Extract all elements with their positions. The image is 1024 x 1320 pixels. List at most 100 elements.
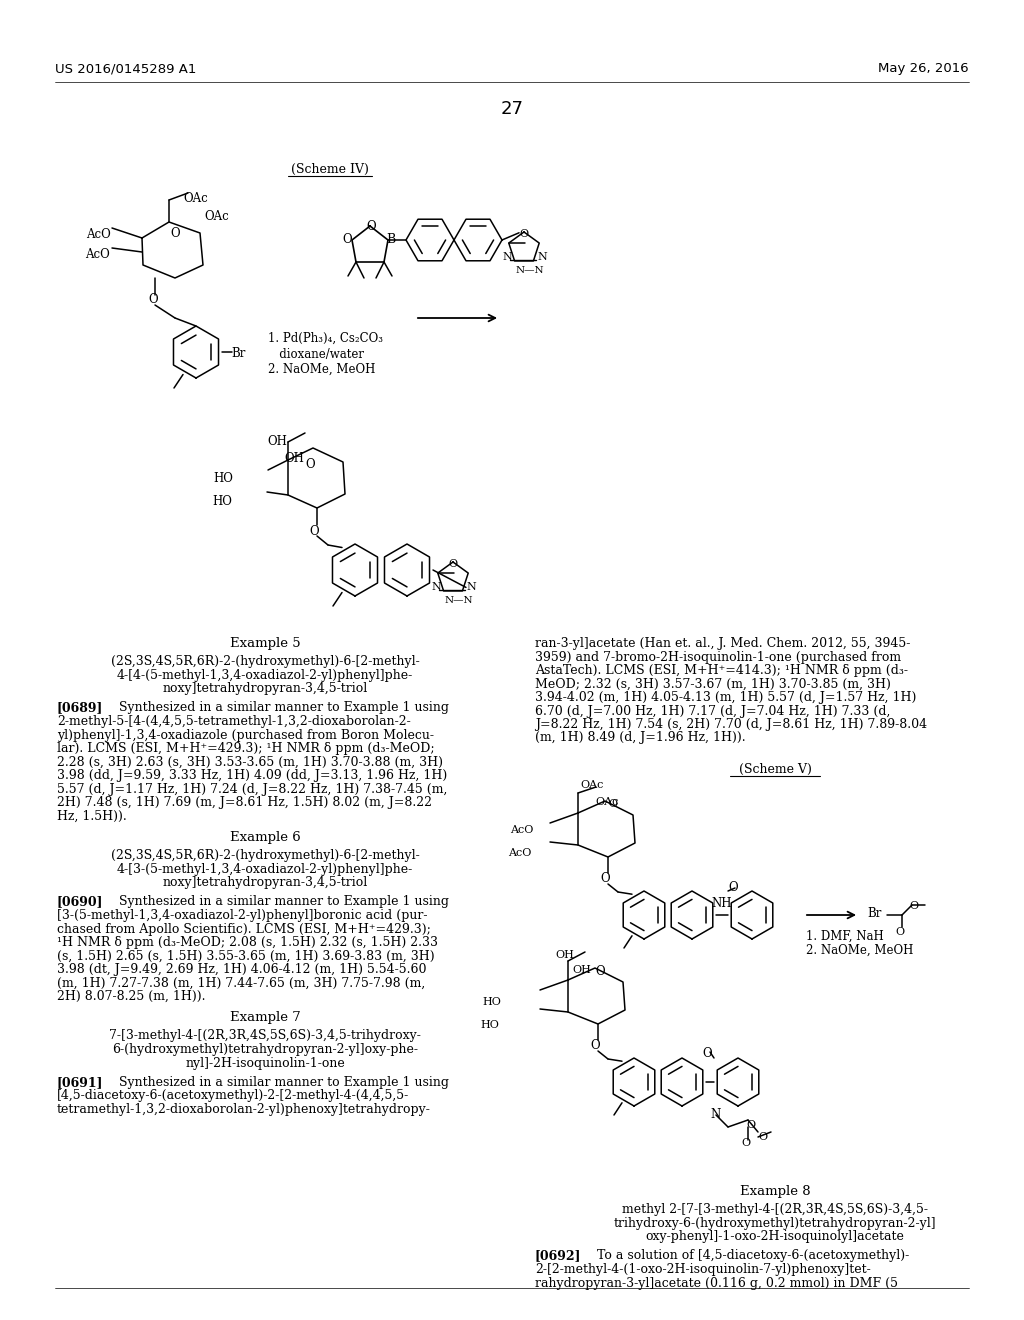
Text: noxy]tetrahydropyran-3,4,5-triol: noxy]tetrahydropyran-3,4,5-triol — [163, 682, 368, 696]
Text: (m, 1H) 7.27-7.38 (m, 1H) 7.44-7.65 (m, 3H) 7.75-7.98 (m,: (m, 1H) 7.27-7.38 (m, 1H) 7.44-7.65 (m, … — [57, 977, 425, 990]
Text: rahydropyran-3-yl]acetate (0.116 g, 0.2 mmol) in DMF (5: rahydropyran-3-yl]acetate (0.116 g, 0.2 … — [535, 1276, 898, 1290]
Text: O: O — [728, 880, 737, 894]
Text: 1. Pd(Ph₃)₄, Cs₂CO₃: 1. Pd(Ph₃)₄, Cs₂CO₃ — [268, 333, 383, 345]
Text: 2H) 8.07-8.25 (m, 1H)).: 2H) 8.07-8.25 (m, 1H)). — [57, 990, 206, 1003]
Text: (Scheme IV): (Scheme IV) — [291, 162, 369, 176]
Text: May 26, 2016: May 26, 2016 — [879, 62, 969, 75]
Text: AcO: AcO — [510, 825, 534, 836]
Text: yl)phenyl]-1,3,4-oxadiazole (purchased from Boron Molecu-: yl)phenyl]-1,3,4-oxadiazole (purchased f… — [57, 729, 434, 742]
Text: N: N — [466, 582, 476, 591]
Text: (Scheme V): (Scheme V) — [738, 763, 811, 776]
Text: O: O — [600, 873, 609, 884]
Text: Example 6: Example 6 — [229, 832, 300, 843]
Text: lar). LCMS (ESI, M+H⁺=429.3); ¹H NMR δ ppm (d₃-MeOD;: lar). LCMS (ESI, M+H⁺=429.3); ¹H NMR δ p… — [57, 742, 434, 755]
Text: [3-(5-methyl-1,3,4-oxadiazol-2-yl)phenyl]boronic acid (pur-: [3-(5-methyl-1,3,4-oxadiazol-2-yl)phenyl… — [57, 909, 427, 921]
Text: O: O — [305, 458, 314, 471]
Text: OH: OH — [572, 965, 591, 975]
Text: OH: OH — [284, 451, 304, 465]
Text: 3.94-4.02 (m, 1H) 4.05-4.13 (m, 1H) 5.57 (d, J=1.57 Hz, 1H): 3.94-4.02 (m, 1H) 4.05-4.13 (m, 1H) 5.57… — [535, 690, 916, 704]
Text: Br: Br — [867, 907, 882, 920]
Text: 2-[2-methyl-4-(1-oxo-2H-isoquinolin-7-yl)phenoxy]tet-: 2-[2-methyl-4-(1-oxo-2H-isoquinolin-7-yl… — [535, 1263, 870, 1276]
Text: O: O — [608, 799, 617, 809]
Text: 3959) and 7-bromo-2H-isoquinolin-1-one (purchased from: 3959) and 7-bromo-2H-isoquinolin-1-one (… — [535, 651, 901, 664]
Text: (s, 1.5H) 2.65 (s, 1.5H) 3.55-3.65 (m, 1H) 3.69-3.83 (m, 3H): (s, 1.5H) 2.65 (s, 1.5H) 3.55-3.65 (m, 1… — [57, 949, 434, 962]
Text: (2S,3S,4S,5R,6R)-2-(hydroxymethyl)-6-[2-methyl-: (2S,3S,4S,5R,6R)-2-(hydroxymethyl)-6-[2-… — [111, 849, 420, 862]
Text: AcO: AcO — [508, 847, 531, 858]
Text: Example 5: Example 5 — [229, 638, 300, 649]
Text: N—N: N—N — [516, 267, 545, 275]
Text: O: O — [342, 234, 351, 246]
Text: AcO: AcO — [86, 228, 111, 242]
Text: OH: OH — [555, 950, 573, 960]
Text: trihydroxy-6-(hydroxymethyl)tetrahydropyran-2-yl]: trihydroxy-6-(hydroxymethyl)tetrahydropy… — [613, 1217, 936, 1229]
Text: HO: HO — [482, 997, 501, 1007]
Text: N—N: N—N — [445, 597, 474, 605]
Text: 4-[3-(5-methyl-1,3,4-oxadiazol-2-yl)phenyl]phe-: 4-[3-(5-methyl-1,3,4-oxadiazol-2-yl)phen… — [117, 862, 413, 875]
Text: [0690]: [0690] — [57, 895, 103, 908]
Text: O: O — [746, 1119, 755, 1130]
Text: US 2016/0145289 A1: US 2016/0145289 A1 — [55, 62, 197, 75]
Text: Example 7: Example 7 — [229, 1011, 300, 1024]
Text: O: O — [148, 293, 158, 306]
Text: 2H) 7.48 (s, 1H) 7.69 (m, J=8.61 Hz, 1.5H) 8.02 (m, J=8.22: 2H) 7.48 (s, 1H) 7.69 (m, J=8.61 Hz, 1.5… — [57, 796, 432, 809]
Text: O: O — [758, 1133, 767, 1142]
Text: 7-[3-methyl-4-[(2R,3R,4S,5S,6S)-3,4,5-trihydroxy-: 7-[3-methyl-4-[(2R,3R,4S,5S,6S)-3,4,5-tr… — [110, 1030, 421, 1043]
Text: 4-[4-(5-methyl-1,3,4-oxadiazol-2-yl)phenyl]phe-: 4-[4-(5-methyl-1,3,4-oxadiazol-2-yl)phen… — [117, 668, 413, 681]
Text: (m, 1H) 8.49 (d, J=1.96 Hz, 1H)).: (m, 1H) 8.49 (d, J=1.96 Hz, 1H)). — [535, 731, 745, 744]
Text: ran-3-yl]acetate (Han et. al., J. Med. Chem. 2012, 55, 3945-: ran-3-yl]acetate (Han et. al., J. Med. C… — [535, 638, 910, 649]
Text: Synthesized in a similar manner to Example 1 using: Synthesized in a similar manner to Examp… — [103, 701, 449, 714]
Text: 1. DMF, NaH: 1. DMF, NaH — [806, 931, 884, 942]
Text: O: O — [895, 927, 904, 937]
Text: AstaTech). LCMS (ESI, M+H⁺=414.3); ¹H NMR δ ppm (d₃-: AstaTech). LCMS (ESI, M+H⁺=414.3); ¹H NM… — [535, 664, 908, 677]
Text: OH: OH — [267, 436, 287, 447]
Text: O: O — [590, 1039, 600, 1052]
Text: chased from Apollo Scientific). LCMS (ESI, M+H⁺=429.3);: chased from Apollo Scientific). LCMS (ES… — [57, 923, 431, 936]
Text: OAc: OAc — [183, 191, 208, 205]
Text: Example 8: Example 8 — [739, 1185, 810, 1199]
Text: Synthesized in a similar manner to Example 1 using: Synthesized in a similar manner to Examp… — [103, 1076, 449, 1089]
Text: MeOD; 2.32 (s, 3H) 3.57-3.67 (m, 1H) 3.70-3.85 (m, 3H): MeOD; 2.32 (s, 3H) 3.57-3.67 (m, 1H) 3.7… — [535, 677, 891, 690]
Text: HO: HO — [212, 495, 231, 508]
Text: 6.70 (d, J=7.00 Hz, 1H) 7.17 (d, J=7.04 Hz, 1H) 7.33 (d,: 6.70 (d, J=7.00 Hz, 1H) 7.17 (d, J=7.04 … — [535, 705, 891, 718]
Text: O: O — [170, 227, 179, 240]
Text: [0691]: [0691] — [57, 1076, 103, 1089]
Text: O: O — [449, 558, 457, 569]
Text: HO: HO — [213, 473, 232, 484]
Text: HO: HO — [480, 1020, 499, 1030]
Text: N: N — [431, 582, 440, 591]
Text: Br: Br — [231, 347, 246, 360]
Text: [4,5-diacetoxy-6-(acetoxymethyl)-2-[2-methyl-4-(4,4,5,5-: [4,5-diacetoxy-6-(acetoxymethyl)-2-[2-me… — [57, 1089, 410, 1102]
Text: Hz, 1.5H)).: Hz, 1.5H)). — [57, 809, 127, 822]
Text: dioxane/water: dioxane/water — [268, 348, 364, 360]
Text: OAc: OAc — [595, 797, 618, 807]
Text: 3.98 (dt, J=9.49, 2.69 Hz, 1H) 4.06-4.12 (m, 1H) 5.54-5.60: 3.98 (dt, J=9.49, 2.69 Hz, 1H) 4.06-4.12… — [57, 964, 427, 975]
Text: O: O — [366, 220, 376, 234]
Text: ¹H NMR δ ppm (d₃-MeOD; 2.08 (s, 1.5H) 2.32 (s, 1.5H) 2.33: ¹H NMR δ ppm (d₃-MeOD; 2.08 (s, 1.5H) 2.… — [57, 936, 438, 949]
Text: O: O — [595, 965, 604, 978]
Text: 3.98 (dd, J=9.59, 3.33 Hz, 1H) 4.09 (dd, J=3.13, 1.96 Hz, 1H): 3.98 (dd, J=9.59, 3.33 Hz, 1H) 4.09 (dd,… — [57, 770, 447, 781]
Text: J=8.22 Hz, 1H) 7.54 (s, 2H) 7.70 (d, J=8.61 Hz, 1H) 7.89-8.04: J=8.22 Hz, 1H) 7.54 (s, 2H) 7.70 (d, J=8… — [535, 718, 927, 731]
Text: O: O — [519, 228, 528, 239]
Text: [0689]: [0689] — [57, 701, 103, 714]
Text: 2. NaOMe, MeOH: 2. NaOMe, MeOH — [806, 944, 913, 957]
Text: nyl]-2H-isoquinolin-1-one: nyl]-2H-isoquinolin-1-one — [185, 1056, 345, 1069]
Text: 27: 27 — [501, 100, 523, 117]
Text: 2. NaOMe, MeOH: 2. NaOMe, MeOH — [268, 363, 376, 376]
Text: [0692]: [0692] — [535, 1250, 582, 1262]
Text: O: O — [909, 902, 919, 911]
Text: B: B — [386, 234, 395, 246]
Text: O: O — [741, 1138, 751, 1148]
Text: (2S,3S,4S,5R,6R)-2-(hydroxymethyl)-6-[2-methyl-: (2S,3S,4S,5R,6R)-2-(hydroxymethyl)-6-[2-… — [111, 655, 420, 668]
Text: N: N — [710, 1107, 720, 1121]
Text: 2-methyl-5-[4-(4,4,5,5-tetramethyl-1,3,2-dioxaborolan-2-: 2-methyl-5-[4-(4,4,5,5-tetramethyl-1,3,2… — [57, 715, 411, 729]
Text: O: O — [309, 525, 318, 539]
Text: N: N — [502, 252, 512, 261]
Text: To a solution of [4,5-diacetoxy-6-(acetoxymethyl)-: To a solution of [4,5-diacetoxy-6-(aceto… — [581, 1250, 909, 1262]
Text: N: N — [537, 252, 547, 261]
Text: methyl 2-[7-[3-methyl-4-[(2R,3R,4S,5S,6S)-3,4,5-: methyl 2-[7-[3-methyl-4-[(2R,3R,4S,5S,6S… — [622, 1203, 928, 1216]
Text: oxy-phenyl]-1-oxo-2H-isoquinolyl]acetate: oxy-phenyl]-1-oxo-2H-isoquinolyl]acetate — [645, 1230, 904, 1243]
Text: OAc: OAc — [580, 780, 603, 789]
Text: tetramethyl-1,3,2-dioxaborolan-2-yl)phenoxy]tetrahydropy-: tetramethyl-1,3,2-dioxaborolan-2-yl)phen… — [57, 1104, 431, 1115]
Text: 2.28 (s, 3H) 2.63 (s, 3H) 3.53-3.65 (m, 1H) 3.70-3.88 (m, 3H): 2.28 (s, 3H) 2.63 (s, 3H) 3.53-3.65 (m, … — [57, 755, 443, 768]
Text: 6-(hydroxymethyl)tetrahydropyran-2-yl]oxy-phe-: 6-(hydroxymethyl)tetrahydropyran-2-yl]ox… — [112, 1043, 418, 1056]
